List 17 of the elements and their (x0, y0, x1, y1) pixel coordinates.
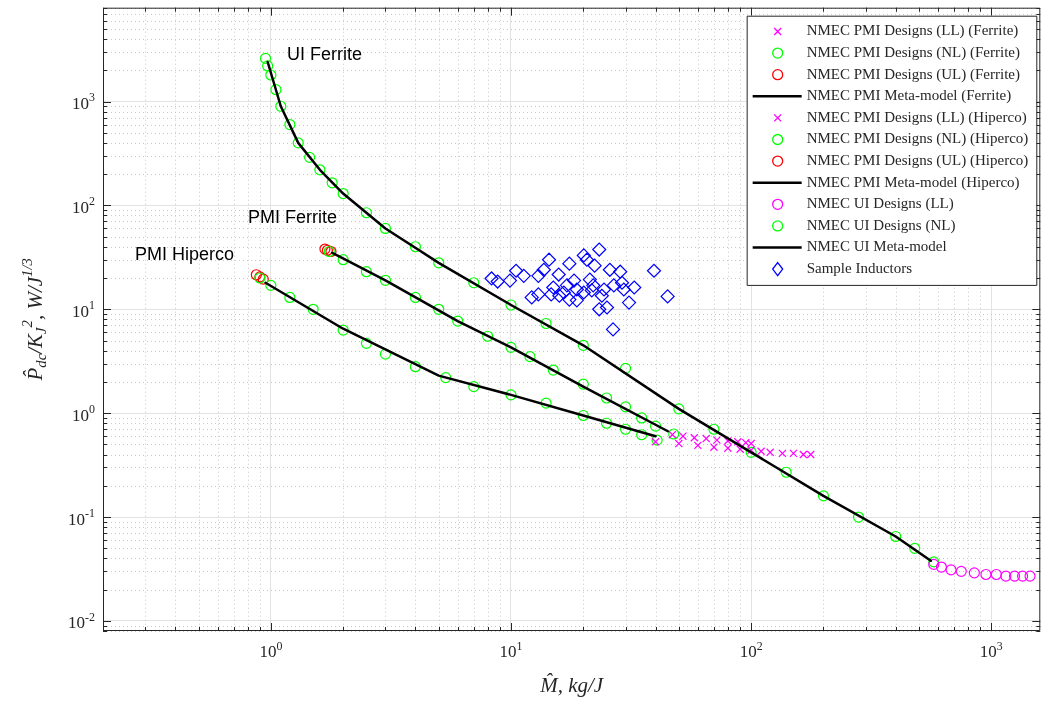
legend-label: NMEC UI Meta-model (806, 238, 947, 255)
x-axis-title: M̂, kg/J (539, 672, 605, 697)
legend-label: NMEC PMI Designs (NL) (Ferrite) (806, 44, 1020, 62)
y-axis-title: P̂dc/KJ2, W/J1/3 (18, 258, 50, 382)
legend-label: NMEC UI Designs (NL) (806, 216, 956, 234)
legend-label: NMEC PMI Meta-model (Ferrite) (806, 87, 1012, 105)
annotation: PMI Hiperco (135, 243, 235, 264)
legend-label: NMEC UI Designs (LL) (806, 195, 954, 213)
legend-label: NMEC PMI Designs (LL) (Ferrite) (806, 22, 1019, 40)
legend-label: NMEC PMI Designs (NL) (Hiperco) (806, 130, 1029, 148)
legend-label: NMEC PMI Designs (UL) (Ferrite) (806, 65, 1020, 83)
legend-label: NMEC PMI Designs (UL) (Hiperco) (806, 152, 1029, 170)
legend-label: Sample Inductors (806, 260, 913, 277)
legend-label: NMEC PMI Meta-model (Hiperco) (806, 173, 1020, 191)
annotation: UI Ferrite (287, 43, 363, 64)
legend-label: NMEC PMI Designs (LL) (Hiperco) (806, 108, 1027, 126)
annotation: PMI Ferrite (248, 206, 338, 227)
